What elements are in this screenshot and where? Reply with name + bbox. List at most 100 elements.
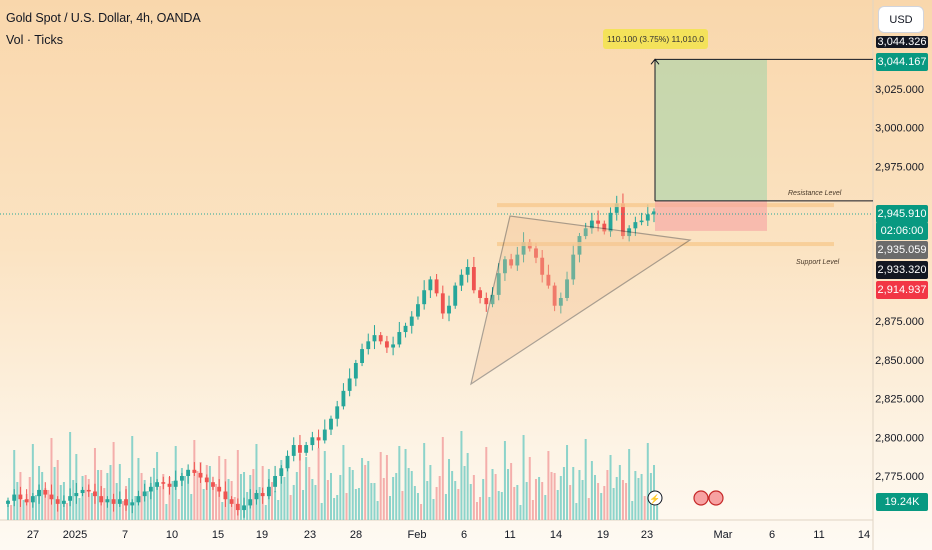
stop-price-tag: 2,914.937	[876, 281, 928, 299]
candle-body	[142, 491, 147, 497]
volume-bar	[407, 468, 410, 520]
volume-bar	[171, 481, 174, 520]
y-tick-label: 2,875.000	[875, 316, 924, 328]
candle-body	[74, 493, 79, 497]
volume-bar	[628, 449, 631, 520]
candle-body	[136, 496, 141, 503]
volume-bar	[528, 457, 531, 520]
volume-bar	[277, 500, 280, 520]
x-tick-label: 6	[461, 529, 467, 541]
y-tick-label: 2,775.000	[875, 471, 924, 483]
volume-bar	[525, 482, 528, 520]
candle-body	[86, 489, 91, 492]
candle-body	[471, 267, 476, 291]
volume-bar	[494, 474, 497, 520]
candle-body	[310, 437, 315, 446]
volume-bar	[211, 487, 214, 520]
candle-body	[80, 489, 85, 494]
volume-bar	[575, 503, 578, 520]
candle-body	[639, 220, 644, 223]
volume-bar	[587, 498, 590, 520]
volume-bar	[233, 497, 236, 520]
volume-bar	[128, 478, 131, 520]
volume-bar	[252, 469, 255, 520]
volume-bar	[10, 505, 13, 520]
candle-body	[148, 486, 153, 492]
volume-bar	[609, 455, 612, 520]
volume-bar	[531, 500, 534, 520]
candle-body	[204, 477, 209, 483]
candle-body	[155, 482, 160, 487]
volume-bar	[454, 481, 457, 520]
volume-bar	[618, 465, 621, 520]
x-tick-label: 23	[304, 529, 316, 541]
x-tick-label: 15	[212, 529, 224, 541]
x-tick-label: 28	[350, 529, 362, 541]
volume-bar	[339, 475, 342, 520]
volume-bar	[162, 474, 165, 520]
volume-bar	[311, 479, 314, 520]
volume-bar	[566, 445, 569, 520]
volume-bar	[289, 495, 292, 520]
volume-bar	[50, 438, 53, 520]
volume-bar	[472, 475, 475, 520]
currency-button[interactable]: USD	[878, 6, 924, 33]
volume-bar	[637, 478, 640, 520]
target-top-price-tag: 3,044.326	[876, 36, 928, 48]
x-tick-label: 14	[550, 529, 562, 541]
volume-bar	[72, 480, 75, 520]
candle-body	[546, 274, 551, 286]
volume-bar	[631, 501, 634, 520]
candle-body	[217, 486, 222, 492]
volume-bar	[69, 432, 72, 520]
volume-bar	[600, 493, 603, 520]
volume-bar	[78, 498, 81, 520]
volume-bar	[109, 465, 112, 520]
volume-bar	[115, 483, 118, 520]
candle-body	[37, 489, 41, 497]
entry-price-tag: 2,933.320	[876, 261, 928, 279]
candle-body	[49, 494, 54, 500]
volume-tag: 19.24K	[876, 493, 928, 511]
volume-bar	[500, 492, 503, 520]
candle-body	[285, 455, 290, 469]
volume-bar	[333, 498, 336, 520]
y-tick-label: 2,800.000	[875, 432, 924, 444]
candle-body	[440, 293, 445, 314]
volume-bar	[361, 458, 364, 520]
candle-body	[93, 491, 97, 497]
volume-bar	[457, 489, 460, 520]
volume-bar	[292, 485, 295, 520]
volume-bar	[410, 471, 413, 520]
x-tick-label: 19	[256, 529, 268, 541]
candle-body	[502, 259, 507, 274]
volume-bar	[308, 467, 311, 520]
x-tick-label: 14	[858, 529, 870, 541]
candle-body	[223, 491, 228, 500]
y-tick-label: 2,975.000	[875, 161, 924, 173]
candle-body	[18, 494, 23, 500]
volume-bar	[103, 488, 106, 520]
volume-bar	[432, 499, 435, 520]
volume-bar	[562, 467, 565, 520]
y-tick-label: 2,825.000	[875, 394, 924, 406]
volume-bar	[507, 469, 510, 520]
volume-bar	[180, 468, 183, 520]
candle-body	[68, 496, 73, 501]
us-flag-icon	[708, 490, 724, 506]
candle-body	[161, 482, 166, 484]
volume-bar	[510, 463, 513, 520]
volume-bar	[615, 477, 618, 520]
volume-bar	[345, 493, 348, 520]
earnings-icon	[647, 490, 663, 506]
x-tick-label: 2025	[63, 529, 87, 541]
candle-body	[378, 335, 383, 342]
volume-bar	[559, 476, 562, 520]
candle-body	[12, 494, 17, 501]
volume-bar	[351, 470, 354, 520]
volume-bar	[364, 465, 367, 520]
candle-body	[372, 335, 377, 342]
volume-bar	[16, 482, 19, 520]
resistance-label: Resistance Level	[788, 190, 842, 197]
